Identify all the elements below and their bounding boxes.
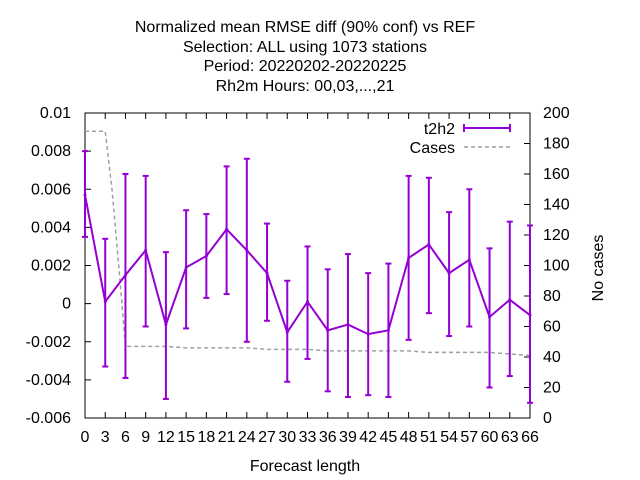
t2h2-point xyxy=(144,248,148,252)
x-tick-label: 3 xyxy=(101,429,110,446)
t2h2-point xyxy=(306,300,309,304)
y2-tick-label: 140 xyxy=(543,197,570,214)
x-tick-label: 12 xyxy=(157,429,175,446)
t2h2-point xyxy=(204,254,208,258)
x-tick-label: 30 xyxy=(278,429,296,446)
title-line-4: Rh2m Hours: 00,03,...,21 xyxy=(216,78,395,95)
title-line-1: Normalized mean RMSE diff (90% conf) vs … xyxy=(135,19,475,36)
x-tick-label: 39 xyxy=(339,429,357,446)
plot-area xyxy=(82,130,533,404)
t2h2-point xyxy=(164,323,168,327)
x-tick-label: 57 xyxy=(460,429,478,446)
x-tick-label: 0 xyxy=(81,429,90,446)
title-line-3: Period: 20220202-20220225 xyxy=(204,58,407,75)
x-tick-label: 21 xyxy=(218,429,236,446)
t2h2-point xyxy=(184,265,188,269)
y2-tick-label: 160 xyxy=(543,166,570,183)
legend: t2h2 Cases xyxy=(410,121,511,157)
y2-tick-label: 60 xyxy=(543,319,561,336)
x-tick-label: 45 xyxy=(380,429,398,446)
t2h2-point xyxy=(447,271,451,275)
t2h2-point xyxy=(528,313,532,317)
y2-tick-label: 100 xyxy=(543,258,570,275)
y-tick-label: 0 xyxy=(62,296,71,313)
legend-label-cases: Cases xyxy=(410,140,455,157)
x-tick-label: 36 xyxy=(319,429,337,446)
y2-tick-label: 180 xyxy=(543,136,570,153)
y-tick-label: 0.004 xyxy=(31,219,71,236)
y2-tick-label: 200 xyxy=(543,105,570,122)
y-tick-label: -0.006 xyxy=(26,410,71,427)
t2h2-point xyxy=(285,330,289,334)
x-tick-label: 54 xyxy=(440,429,458,446)
t2h2-point xyxy=(103,300,107,304)
y-tick-label: 0.002 xyxy=(31,258,71,275)
x-tick-label: 48 xyxy=(400,429,418,446)
axes: 0 3 6 9 12 15 18 21 24 27 30 33 36 39 42 45 48 51 54 57 60 63… xyxy=(26,105,570,446)
y2-tick-label: 80 xyxy=(543,288,561,305)
error-bar xyxy=(466,188,473,328)
x-tick-label: 6 xyxy=(121,429,130,446)
t2h2-point xyxy=(407,256,411,260)
x-tick-label: 27 xyxy=(258,429,276,446)
x-tick-label: 24 xyxy=(238,429,256,446)
y-tick-label: 0.006 xyxy=(31,181,71,198)
x-tick-label: 18 xyxy=(197,429,215,446)
x-tick-label: 42 xyxy=(359,429,377,446)
legend-label-t2h2: t2h2 xyxy=(424,121,455,138)
t2h2-point xyxy=(346,323,350,327)
t2h2-point xyxy=(123,273,127,277)
t2h2-point xyxy=(265,271,269,275)
y-tick-label: 0.01 xyxy=(40,105,71,122)
t2h2-point xyxy=(488,315,492,319)
title-line-2: Selection: ALL using 1073 stations xyxy=(183,39,427,56)
t2h2-point xyxy=(508,298,512,302)
t2h2-point xyxy=(245,248,249,252)
x-tick-label: 60 xyxy=(481,429,499,446)
y-tick-label: 0.008 xyxy=(31,143,71,160)
t2h2-point xyxy=(225,227,229,231)
y2-axis-label: No cases xyxy=(590,235,607,302)
t2h2-point xyxy=(366,332,370,336)
y2-tick-label: 20 xyxy=(543,380,561,397)
y-tick-label: -0.004 xyxy=(26,372,71,389)
chart-title: Normalized mean RMSE diff (90% conf) vs … xyxy=(135,19,475,95)
x-tick-label: 51 xyxy=(420,429,438,446)
y2-tick-label: 40 xyxy=(543,349,561,366)
x-tick-label: 66 xyxy=(521,429,539,446)
t2h2-point xyxy=(386,328,390,332)
t2h2-point xyxy=(427,243,431,247)
y-tick-label: -0.002 xyxy=(26,334,71,351)
x-axis-label: Forecast length xyxy=(250,458,360,475)
x-tick-label: 15 xyxy=(177,429,195,446)
x-tick-label: 33 xyxy=(299,429,317,446)
y2-tick-label: 120 xyxy=(543,227,570,244)
t2h2-point xyxy=(83,193,87,197)
y2-tick-label: 0 xyxy=(543,410,552,427)
t2h2-point xyxy=(326,328,330,332)
t2h2-point xyxy=(467,258,471,262)
x-tick-label: 9 xyxy=(141,429,150,446)
x-tick-label: 63 xyxy=(501,429,519,446)
cases-series-line xyxy=(85,130,531,357)
